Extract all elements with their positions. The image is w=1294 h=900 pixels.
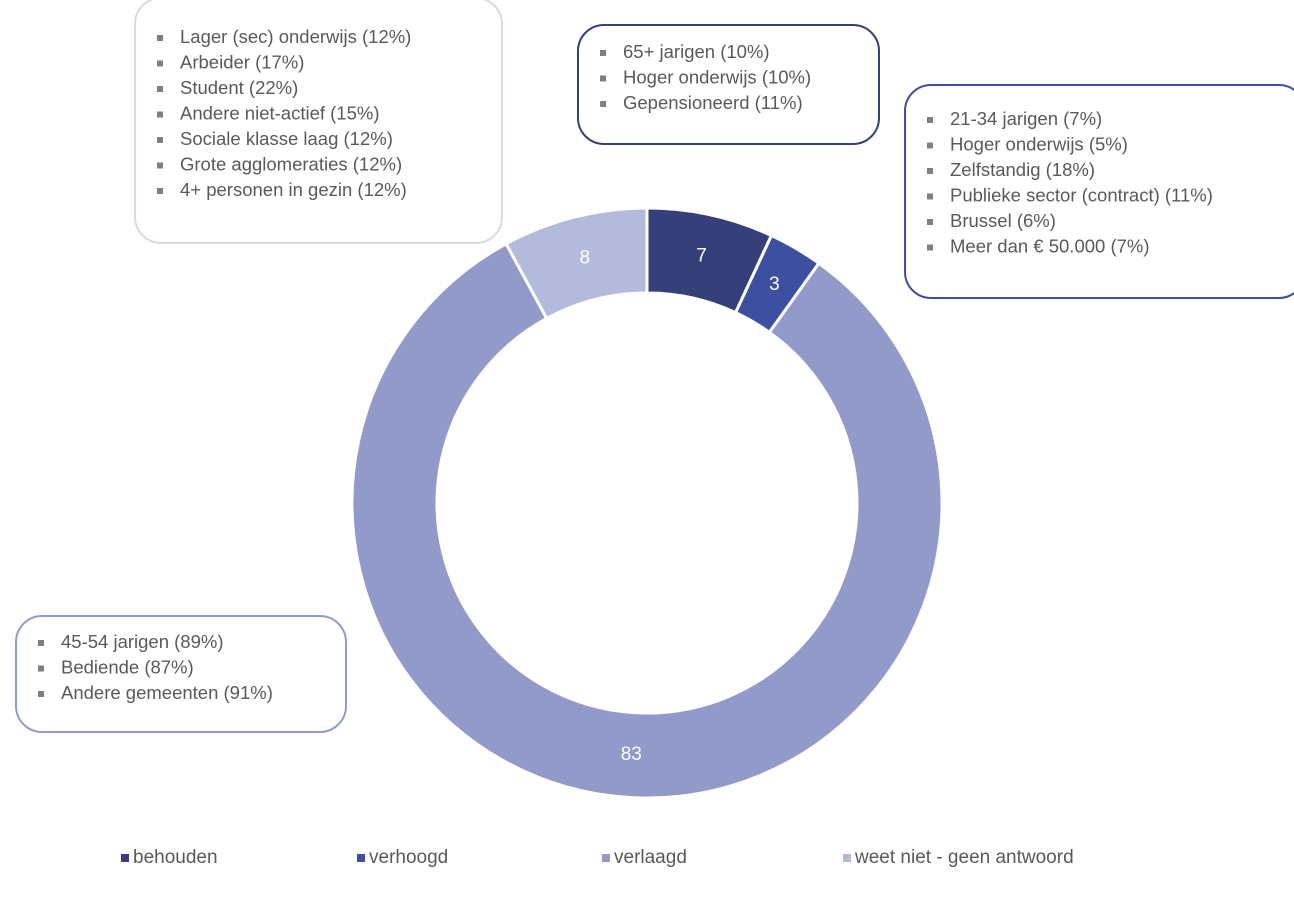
legend-swatch xyxy=(121,854,129,862)
callout-line: 21-34 jarigen (7%) xyxy=(950,108,1102,129)
callout-line: Andere niet-actief (15%) xyxy=(180,102,380,123)
slice-label: 8 xyxy=(580,247,591,268)
callout-line: Sociale klasse laag (12%) xyxy=(180,128,393,149)
callout-line: Publieke sector (contract) (11%) xyxy=(950,184,1213,205)
bullet xyxy=(38,640,44,646)
bullet xyxy=(927,219,933,225)
callout-line: Lager (sec) onderwijs (12%) xyxy=(180,26,411,47)
legend-swatch xyxy=(357,854,365,862)
callout-line: Arbeider (17%) xyxy=(180,51,304,72)
callout-box xyxy=(577,24,880,145)
callout-box xyxy=(904,84,1294,299)
bullet xyxy=(157,188,163,194)
bullet xyxy=(157,60,163,67)
bullet xyxy=(157,137,163,143)
bullet xyxy=(927,142,933,149)
legend-label: behouden xyxy=(133,847,218,868)
callout-box xyxy=(15,615,347,733)
bullet xyxy=(600,101,606,107)
bullet xyxy=(927,193,933,200)
callout-line: Brussel (6%) xyxy=(950,210,1056,231)
legend-label: weet niet - geen antwoord xyxy=(854,847,1074,868)
bullet xyxy=(600,50,606,56)
bullet xyxy=(927,168,933,174)
callout-line: 45-54 jarigen (89%) xyxy=(61,631,223,652)
bullet xyxy=(927,244,933,251)
callout-line: Student (22%) xyxy=(180,77,298,98)
callout-line: Meer dan € 50.000 (7%) xyxy=(950,235,1150,256)
callout-line: 65+ jarigen (10%) xyxy=(623,41,770,62)
slice-label: 83 xyxy=(621,744,642,765)
slice-label: 3 xyxy=(769,274,780,295)
callout-line: Hoger onderwijs (5%) xyxy=(950,133,1128,154)
bullet xyxy=(600,75,606,82)
bullet xyxy=(157,35,163,41)
callout-box xyxy=(134,0,503,244)
slice xyxy=(504,206,649,321)
slice-label: 7 xyxy=(696,245,707,266)
callout-line: Gepensioneerd (11%) xyxy=(623,92,803,113)
bullet xyxy=(38,691,44,697)
bullet xyxy=(927,117,933,123)
callout-line: Zelfstandig (18%) xyxy=(950,159,1095,180)
bullet xyxy=(157,86,163,92)
legend-swatch xyxy=(843,854,851,862)
callout-line: Hoger onderwijs (10%) xyxy=(623,66,811,87)
callout-line: Grote agglomeraties (12%) xyxy=(180,153,402,174)
callout-line: 4+ personen in gezin (12%) xyxy=(180,179,407,200)
legend-swatch xyxy=(602,854,610,862)
legend-label: verlaagd xyxy=(614,847,687,868)
callout-line: Bediende (87%) xyxy=(61,656,194,677)
bullet xyxy=(38,665,44,672)
bullet xyxy=(157,162,163,169)
callout-line: Andere gemeenten (91%) xyxy=(61,682,273,703)
slice xyxy=(350,241,944,800)
bullet xyxy=(157,111,163,118)
legend-label: verhoogd xyxy=(369,847,448,868)
